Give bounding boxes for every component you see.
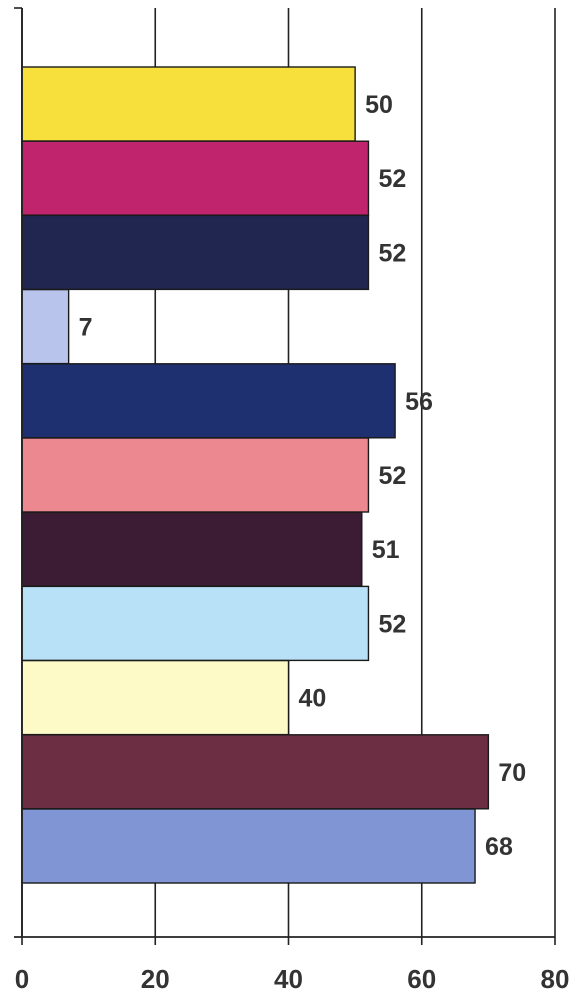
data-labels: 50 52 52 7 56 52 51 52 40 70 68 (79, 91, 527, 861)
bar (21, 585, 370, 662)
bar-value-label: 52 (378, 610, 406, 638)
bar (21, 288, 70, 365)
x-tick-label: 20 (141, 964, 170, 994)
bar-value-label: 68 (485, 833, 513, 861)
bar (21, 66, 356, 142)
x-tick-label: 40 (274, 964, 303, 994)
bar (21, 808, 476, 884)
bars (21, 66, 490, 884)
x-tick-label: 60 (407, 964, 436, 994)
bar-value-label: 56 (405, 388, 433, 416)
bar (21, 363, 396, 439)
x-tick-label: 0 (15, 964, 29, 994)
bar (21, 140, 370, 216)
x-axis: 0 20 40 60 80 (14, 7, 569, 994)
bar-value-label: 52 (378, 462, 406, 490)
bar (21, 437, 370, 513)
bar (21, 734, 490, 810)
bar-value-label: 70 (498, 759, 526, 787)
bar (21, 659, 290, 736)
bar-value-label: 40 (299, 685, 327, 713)
x-tick-label: 80 (541, 964, 569, 994)
bar-value-label: 52 (378, 239, 406, 267)
bar (21, 511, 363, 587)
bar-value-label: 52 (378, 165, 406, 193)
bar-value-label: 7 (79, 314, 93, 342)
bar (21, 214, 370, 291)
bar-value-label: 51 (372, 536, 400, 564)
bar-value-label: 50 (365, 91, 393, 119)
